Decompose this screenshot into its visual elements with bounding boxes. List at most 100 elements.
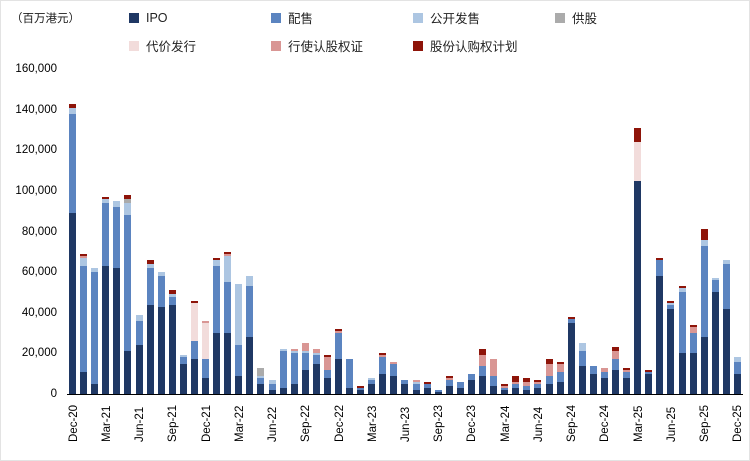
bar-segment: [179, 357, 187, 364]
bar-segment: [357, 389, 365, 394]
y-tick-label: 20,000: [21, 347, 57, 360]
bar-Jun-21: [133, 314, 144, 394]
bar-segment: [279, 387, 287, 394]
y-tick-label: 160,000: [15, 63, 57, 75]
bar-Apr-25: [643, 369, 654, 394]
bar-segment: [678, 353, 686, 394]
bar-segment: [224, 282, 232, 334]
bar-Mar-21: [100, 196, 111, 394]
bar-Mar-23: [366, 377, 377, 394]
bar-segment: [545, 363, 553, 376]
bar-segment: [301, 351, 309, 354]
bar-Jun-22: [266, 379, 277, 394]
bar-segment: [168, 304, 176, 394]
bar-segment: [589, 373, 597, 394]
bar-segment: [479, 375, 487, 394]
bar-segment: [379, 353, 387, 356]
legend-item: 代价发行: [129, 36, 271, 55]
bar-segment: [689, 353, 697, 394]
bar-segment: [69, 213, 77, 394]
bar-segment: [456, 381, 464, 388]
bar-segment: [711, 278, 719, 281]
legend-row: IPO 配售 公开发售 供股: [129, 8, 697, 27]
x-tick-label: Jun-21: [134, 406, 147, 442]
bar-segment: [113, 268, 121, 394]
bar-segment: [479, 365, 487, 376]
bar-Oct-21: [178, 355, 189, 394]
legend-label: 供股: [572, 12, 598, 26]
bar-segment: [334, 333, 342, 360]
legend-swatch: [555, 12, 565, 23]
bar-Jun-23: [399, 379, 410, 394]
bar-segment: [69, 113, 77, 214]
bar-segment: [390, 375, 398, 394]
bar-segment: [490, 359, 498, 376]
bar-Aug-23: [422, 381, 433, 394]
bar-segment: [600, 367, 608, 372]
bar-segment: [434, 389, 442, 392]
bar-segment: [423, 387, 431, 394]
legend-item: 股份认购权计划: [413, 36, 555, 55]
legend-swatch: [413, 40, 423, 51]
bar-Dec-24: [599, 367, 610, 394]
bar-segment: [523, 377, 531, 382]
bar-Aug-24: [555, 361, 566, 394]
bar-segment: [700, 229, 708, 240]
bar-segment: [623, 367, 631, 370]
legend-label: 行使认股权证: [288, 40, 364, 54]
bar-segment: [401, 383, 409, 394]
bar-segment: [490, 385, 498, 394]
bar-segment: [722, 264, 730, 309]
bar-segment: [645, 373, 653, 394]
bar-segment: [700, 245, 708, 338]
x-tick-label: Sep-21: [167, 404, 180, 442]
bar-segment: [722, 308, 730, 394]
bar-segment: [202, 320, 209, 323]
bar-segment: [578, 365, 586, 394]
bar-segment: [224, 333, 232, 394]
bar-Jul-25: [677, 286, 688, 394]
bar-segment: [479, 355, 487, 366]
bar-segment: [157, 276, 165, 307]
bar-segment: [634, 142, 642, 181]
legend-item: IPO: [129, 8, 271, 27]
bar-segment: [80, 255, 88, 258]
bar-segment: [312, 355, 320, 364]
bar-segment: [667, 300, 675, 303]
bar-segment: [667, 308, 675, 394]
bar-segment: [423, 383, 431, 388]
bar-segment: [279, 351, 287, 388]
bar-segment: [612, 347, 620, 352]
legend-label: 股份认购权计划: [430, 40, 518, 54]
bar-segment: [434, 391, 442, 394]
bar-segment: [445, 379, 453, 386]
x-tick-label: Dec-25: [732, 404, 745, 442]
bar-Mar-22: [233, 284, 244, 394]
bar-segment: [146, 304, 154, 394]
bar-segment: [545, 375, 553, 384]
bar-Sep-23: [433, 389, 444, 394]
bar-segment: [235, 284, 243, 346]
bar-segment: [268, 389, 276, 394]
bar-segment: [612, 369, 620, 394]
bar-segment: [69, 107, 77, 114]
bar-segment: [80, 253, 88, 256]
bar-segment: [711, 280, 719, 293]
bar-segment: [678, 288, 686, 293]
bar-segment: [578, 343, 586, 352]
bar-segment: [534, 379, 542, 382]
bar-segment: [80, 266, 88, 372]
bar-segment: [423, 381, 431, 384]
bar-segment: [224, 251, 232, 254]
bar-segment: [556, 361, 564, 364]
bar-Jan-24: [477, 349, 488, 394]
bar-segment: [246, 276, 254, 287]
bar-segment: [689, 324, 697, 327]
bar-segment: [102, 196, 110, 199]
bar-segment: [645, 369, 653, 372]
bar-segment: [202, 377, 209, 394]
bar-segment: [312, 353, 320, 356]
legend-item: 行使认股权证: [271, 36, 413, 55]
bar-segment: [146, 259, 154, 264]
bar-segment: [512, 383, 520, 388]
